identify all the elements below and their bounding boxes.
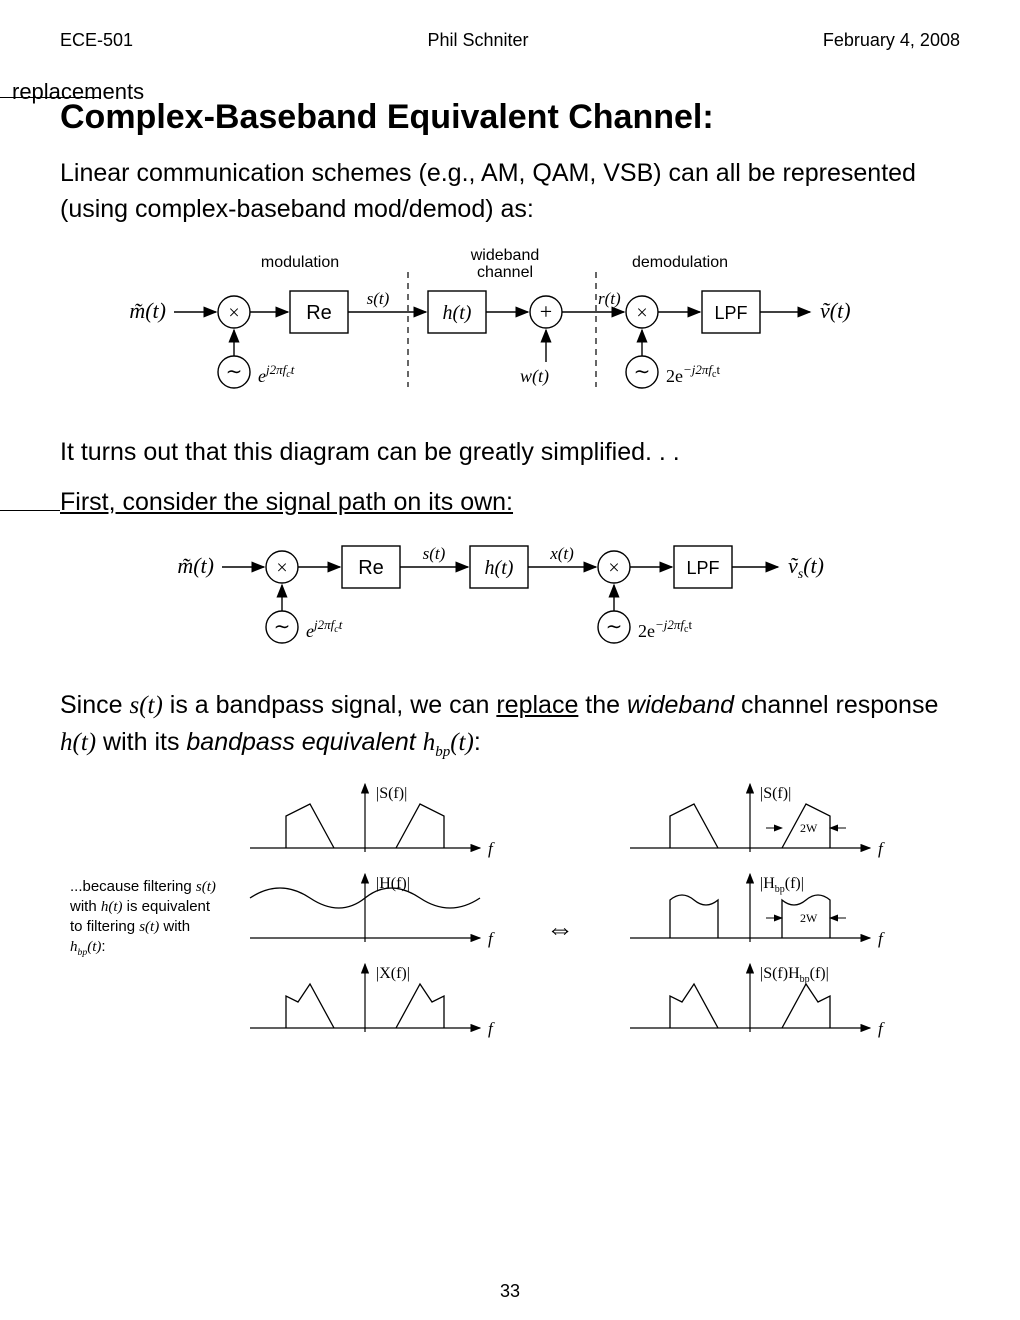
signal-vtilde: ṽ(t) — [820, 298, 851, 323]
label-modulation: modulation — [261, 254, 339, 271]
mult-icon-2: × — [636, 302, 647, 324]
re-label-2: Re — [358, 557, 384, 579]
note-d: with — [159, 918, 190, 935]
math-hbp: hbp(t) — [423, 729, 474, 756]
signal-vs: ṽs(t) — [788, 553, 824, 582]
spectrum-H-left: |H(f)| f — [250, 874, 495, 948]
svg-text:2W: 2W — [800, 911, 818, 925]
signal-rt: r(t) — [598, 289, 621, 308]
rule-left — [0, 510, 60, 511]
math-hbp2: hbp(t) — [70, 939, 101, 955]
block-diagram-full: modulation wideband channel demodulation… — [120, 242, 900, 422]
spectra-row: ...because filtering s(t) with h(t) is e… — [60, 778, 960, 1058]
tilde-icon: ∼ — [606, 616, 623, 638]
page-number: 33 — [0, 1281, 1020, 1302]
signal-st: s(t) — [367, 289, 390, 308]
header-left: ECE-501 — [60, 30, 133, 51]
spectra-diagram: |S(f)| f |H(f)| f |X(f)| f ⇔ — [230, 778, 950, 1058]
p4f: : — [474, 728, 481, 756]
page-header: ECE-501 Phil Schniter February 4, 2008 — [60, 30, 960, 51]
label-demod: demodulation — [632, 254, 728, 271]
spectrum-SHbp-right: |S(f)Hbp(f)| f — [630, 964, 885, 1038]
osc2-text: 2e−j2πfct — [666, 362, 720, 386]
svg-text:f: f — [878, 929, 885, 948]
note-b: with — [70, 898, 101, 915]
mult-icon: × — [228, 302, 239, 324]
math-st3: s(t) — [139, 919, 159, 935]
p4a: Since — [60, 691, 129, 719]
mult-icon: × — [276, 557, 287, 579]
signal-xt: x(t) — [549, 544, 574, 563]
ht-label: h(t) — [443, 302, 472, 324]
svg-text:f: f — [488, 839, 495, 858]
signal-mtilde2: m̃(t) — [177, 553, 214, 578]
tilde-icon: ∼ — [226, 361, 243, 383]
paragraph-4: Since s(t) is a bandpass signal, we can … — [60, 687, 960, 764]
signal-st2: s(t) — [423, 544, 446, 563]
paragraph-1: Linear communication schemes (e.g., AM, … — [60, 155, 960, 228]
paragraph-3: First, consider the signal path on its o… — [60, 484, 960, 520]
label-channel-2: channel — [477, 264, 533, 281]
osc1-text: ej2πfct — [258, 362, 295, 386]
header-center: Phil Schniter — [427, 30, 528, 51]
iff-symbol: ⇔ — [546, 914, 574, 945]
math-st2: s(t) — [196, 879, 216, 895]
math-ht2: h(t) — [101, 899, 123, 915]
svg-text:|S(f)Hbp(f)|: |S(f)Hbp(f)| — [760, 965, 829, 985]
page: ECE-501 Phil Schniter February 4, 2008 r… — [0, 0, 1020, 1320]
spectrum-S-left: |S(f)| f — [250, 784, 495, 858]
para3-text: First, consider the signal path on its o… — [60, 488, 513, 516]
svg-text:|H(f)|: |H(f)| — [376, 875, 410, 892]
paragraph-2: It turns out that this diagram can be gr… — [60, 434, 960, 470]
osc2b-text: 2e−j2πfct — [638, 617, 692, 641]
math-ht: h(t) — [60, 729, 96, 756]
p4c: the — [578, 691, 627, 719]
label-channel-1: wideband — [470, 247, 540, 264]
p4d: channel response — [734, 691, 938, 719]
side-note: ...because filtering s(t) with h(t) is e… — [60, 877, 220, 960]
p4b: is a bandpass signal, we can — [163, 691, 497, 719]
svg-text:|S(f)|: |S(f)| — [376, 785, 407, 802]
spectrum-X-left: |X(f)| f — [250, 964, 495, 1038]
block-diagram-signal-path: m̃(t) × Re s(t) h(t) x(t) × LPF ṽs(t) ∼ … — [150, 525, 870, 675]
noise-wt: w(t) — [520, 366, 549, 387]
spectrum-Hbp-right: |Hbp(f)| f 2W — [630, 874, 885, 948]
signal-mtilde: m̃(t) — [129, 298, 166, 323]
lpf-label-2: LPF — [686, 558, 719, 578]
p4e: with its — [96, 728, 186, 756]
svg-text:f: f — [488, 929, 495, 948]
math-st: s(t) — [129, 692, 162, 719]
re-label: Re — [306, 302, 332, 324]
svg-text:|Hbp(f)|: |Hbp(f)| — [760, 875, 804, 895]
p4-bp: bandpass equivalent — [186, 728, 422, 756]
note-e: : — [101, 938, 105, 955]
plus-icon: + — [540, 299, 552, 324]
p4-wide: wideband — [627, 691, 734, 719]
svg-text:|X(f)|: |X(f)| — [376, 965, 410, 982]
svg-text:f: f — [878, 839, 885, 858]
note-a: ...because filtering — [70, 878, 196, 895]
header-right: February 4, 2008 — [823, 30, 960, 51]
tilde-icon: ∼ — [274, 616, 291, 638]
tilde-icon-2: ∼ — [634, 361, 651, 383]
svg-text:|S(f)|: |S(f)| — [760, 785, 791, 802]
svg-text:f: f — [488, 1019, 495, 1038]
lpf-label: LPF — [714, 303, 747, 323]
svg-text:2W: 2W — [800, 821, 818, 835]
page-title: Complex-Baseband Equivalent Channel: — [60, 98, 960, 137]
osc1b-text: ej2πfct — [306, 617, 343, 641]
ht-label-2: h(t) — [485, 557, 514, 579]
p4-replace: replace — [496, 691, 578, 719]
spectrum-S-right: |S(f)| f 2W — [630, 784, 885, 858]
mult-icon: × — [608, 557, 619, 579]
svg-text:f: f — [878, 1019, 885, 1038]
